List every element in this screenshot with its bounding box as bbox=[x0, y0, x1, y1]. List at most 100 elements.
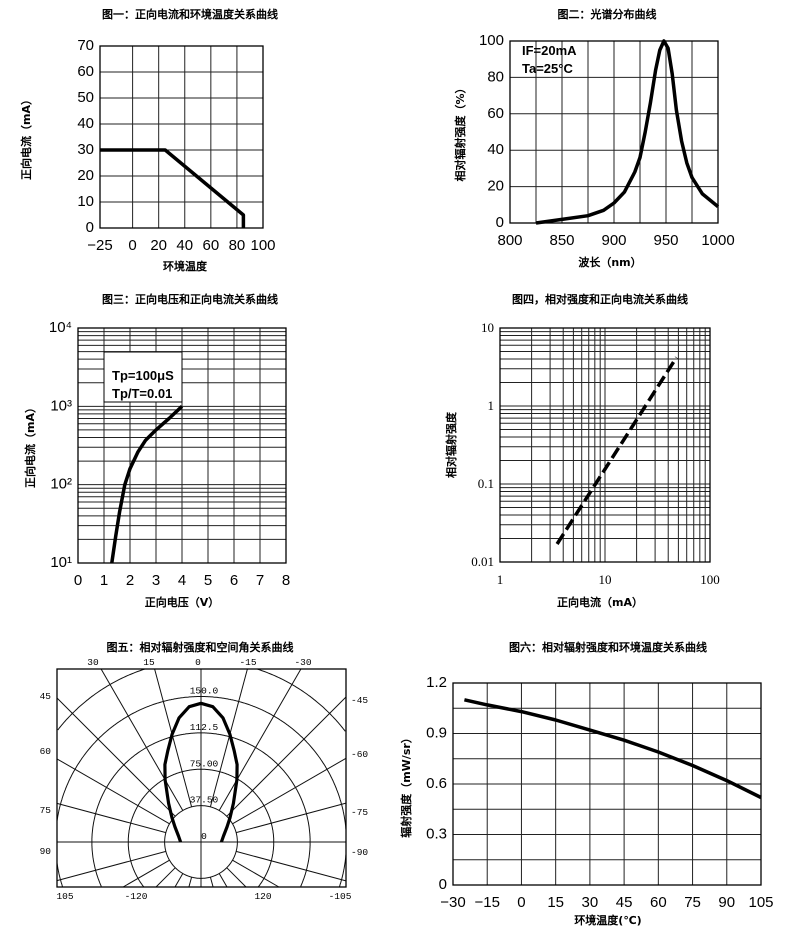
series-line bbox=[464, 698, 762, 800]
y-axis-label: 辐射强度（mW/sr） bbox=[399, 732, 413, 838]
y-tick-label: 1.2 bbox=[426, 674, 447, 691]
x-tick-label: 75 bbox=[684, 894, 701, 911]
y-tick-label: 100 bbox=[479, 32, 504, 49]
polar-spoke bbox=[56, 802, 167, 834]
polar-spoke bbox=[232, 757, 347, 825]
polar-spoke bbox=[56, 850, 167, 882]
x-tick-label: 20 bbox=[150, 237, 167, 254]
x-tick-label: 45 bbox=[616, 894, 633, 911]
x-axis-label: 正向电流（mA） bbox=[557, 595, 643, 609]
angle-label-left: 75 bbox=[40, 805, 52, 816]
y-tick-label: 0.9 bbox=[426, 725, 447, 742]
x-tick-label: 8 bbox=[282, 572, 290, 589]
series-line bbox=[535, 39, 720, 225]
y-tick-label: 60 bbox=[77, 63, 94, 80]
angle-label-top: -30 bbox=[294, 657, 311, 668]
angle-label-bottom: -120 bbox=[125, 891, 148, 902]
x-tick-label: 950 bbox=[653, 232, 678, 249]
x-tick-label: 1 bbox=[100, 572, 108, 589]
y-tick-label: 0.1 bbox=[478, 476, 494, 491]
y-tick-label: 80 bbox=[487, 68, 504, 85]
x-tick-label: 100 bbox=[250, 237, 275, 254]
annotation: Ta=25°C bbox=[522, 61, 573, 76]
y-tick-label: 50 bbox=[77, 89, 94, 106]
angle-label-top: 15 bbox=[143, 657, 155, 668]
y-tick-label: 1 bbox=[488, 398, 495, 413]
angle-label-top: -15 bbox=[239, 657, 256, 668]
chart-1: 图一：正向电流和环境温度关系曲线−25 0 20 40 60 80 100010203040… bbox=[19, 7, 278, 273]
x-tick-label: 0 bbox=[74, 572, 82, 589]
x-tick-label: 15 bbox=[547, 894, 564, 911]
y-tick-label: 0 bbox=[439, 876, 447, 893]
polar-spoke bbox=[154, 668, 193, 808]
y-tick-label: 40 bbox=[487, 141, 504, 158]
x-axis-label: 环境温度 bbox=[163, 259, 208, 273]
x-tick-label: 100 bbox=[700, 572, 720, 587]
chart-title: 图四，相对强度和正向电流关系曲线 bbox=[512, 292, 688, 306]
chart-title: 图六：相对辐射强度和环境温度关系曲线 bbox=[509, 640, 707, 654]
chart-title: 图一：正向电流和环境温度关系曲线 bbox=[102, 7, 278, 21]
chart-3: 图三：正向电压和正向电流关系曲线 0 1 2 3 4 5 6 7 8 10¹ 10² 10³ 10⁴ Tp=… bbox=[23, 292, 290, 609]
angle-label-bottom: 120 bbox=[254, 891, 271, 902]
y-axis-label: 正向电流（mA） bbox=[19, 94, 33, 180]
series-line bbox=[555, 356, 678, 545]
plot-frame bbox=[509, 40, 719, 224]
x-tick-label: 2 bbox=[126, 572, 134, 589]
annotation: Tp=100μS bbox=[112, 368, 174, 383]
polar-spoke bbox=[218, 873, 228, 888]
polar-spoke bbox=[100, 668, 184, 811]
grid bbox=[499, 327, 711, 563]
angle-label-left: 90 bbox=[40, 846, 52, 857]
polar-spoke bbox=[218, 668, 302, 811]
chart-title: 图二：光谱分布曲线 bbox=[558, 7, 657, 21]
x-axis-label: 环境温度(℃) bbox=[574, 913, 641, 927]
x-tick-label: 850 bbox=[549, 232, 574, 249]
x-tick-label: 90 bbox=[718, 894, 735, 911]
y-tick-label: 0 bbox=[496, 214, 504, 231]
plot-frame bbox=[499, 327, 711, 563]
angle-label-right: -75 bbox=[351, 807, 368, 818]
polar-spoke bbox=[188, 876, 193, 888]
y-tick-label: 10 bbox=[77, 193, 94, 210]
plot-frame bbox=[99, 45, 264, 229]
polar-spoke bbox=[122, 859, 170, 888]
grid bbox=[452, 682, 762, 886]
x-tick-label: −25 bbox=[87, 237, 112, 254]
x-tick-label: 7 bbox=[256, 572, 264, 589]
grid bbox=[99, 45, 264, 229]
polar-ring bbox=[91, 732, 311, 887]
y-tick-label: 60 bbox=[487, 105, 504, 122]
chart-title: 图三：正向电压和正向电流关系曲线 bbox=[102, 292, 278, 306]
polar-spoke bbox=[226, 696, 347, 817]
x-tick-label: 80 bbox=[229, 237, 246, 254]
radial-tick-label: 112.5 bbox=[190, 722, 219, 733]
polar-spoke bbox=[56, 697, 176, 817]
x-tick-label: −30 bbox=[440, 894, 465, 911]
polar-spoke bbox=[56, 758, 170, 825]
x-tick-label: 5 bbox=[204, 572, 212, 589]
annotation-box bbox=[103, 351, 183, 403]
annotation: IF=20mA bbox=[522, 43, 577, 58]
radiation-pattern-line bbox=[163, 701, 239, 843]
y-tick-label: 10¹ bbox=[50, 554, 72, 571]
polar-spoke bbox=[232, 859, 280, 888]
y-tick-label: 20 bbox=[487, 178, 504, 195]
x-tick-label: 0 bbox=[517, 894, 525, 911]
angle-label-right: -45 bbox=[351, 695, 368, 706]
angle-label-top: 0 bbox=[195, 657, 201, 668]
y-axis-label: 相对辐射强度（%） bbox=[453, 82, 467, 181]
chart-2: 图二：光谱分布曲线 800 850 900 950 1000 0 20 40 60 80 100 IF=… bbox=[453, 7, 735, 269]
series-line bbox=[110, 405, 184, 564]
x-tick-label: 800 bbox=[497, 232, 522, 249]
x-tick-label: 4 bbox=[178, 572, 186, 589]
angle-label-left: 45 bbox=[40, 691, 52, 702]
radial-tick-label: 37.50 bbox=[190, 795, 219, 806]
chart-4: 图四，相对强度和正向电流关系曲线 1 10 100 0.01 0.1 1 10 正向电流（mA）… bbox=[444, 292, 720, 609]
x-tick-label: 3 bbox=[152, 572, 160, 589]
chart-6: 图六：相对辐射强度和环境温度关系曲线 −30 −15 0 15 30 45 60 75 90 105… bbox=[399, 640, 774, 927]
polar-spoke bbox=[209, 876, 214, 888]
y-tick-label: 10 bbox=[481, 320, 494, 335]
y-tick-label: 10³ bbox=[50, 397, 72, 414]
polar-ring bbox=[57, 668, 346, 732]
